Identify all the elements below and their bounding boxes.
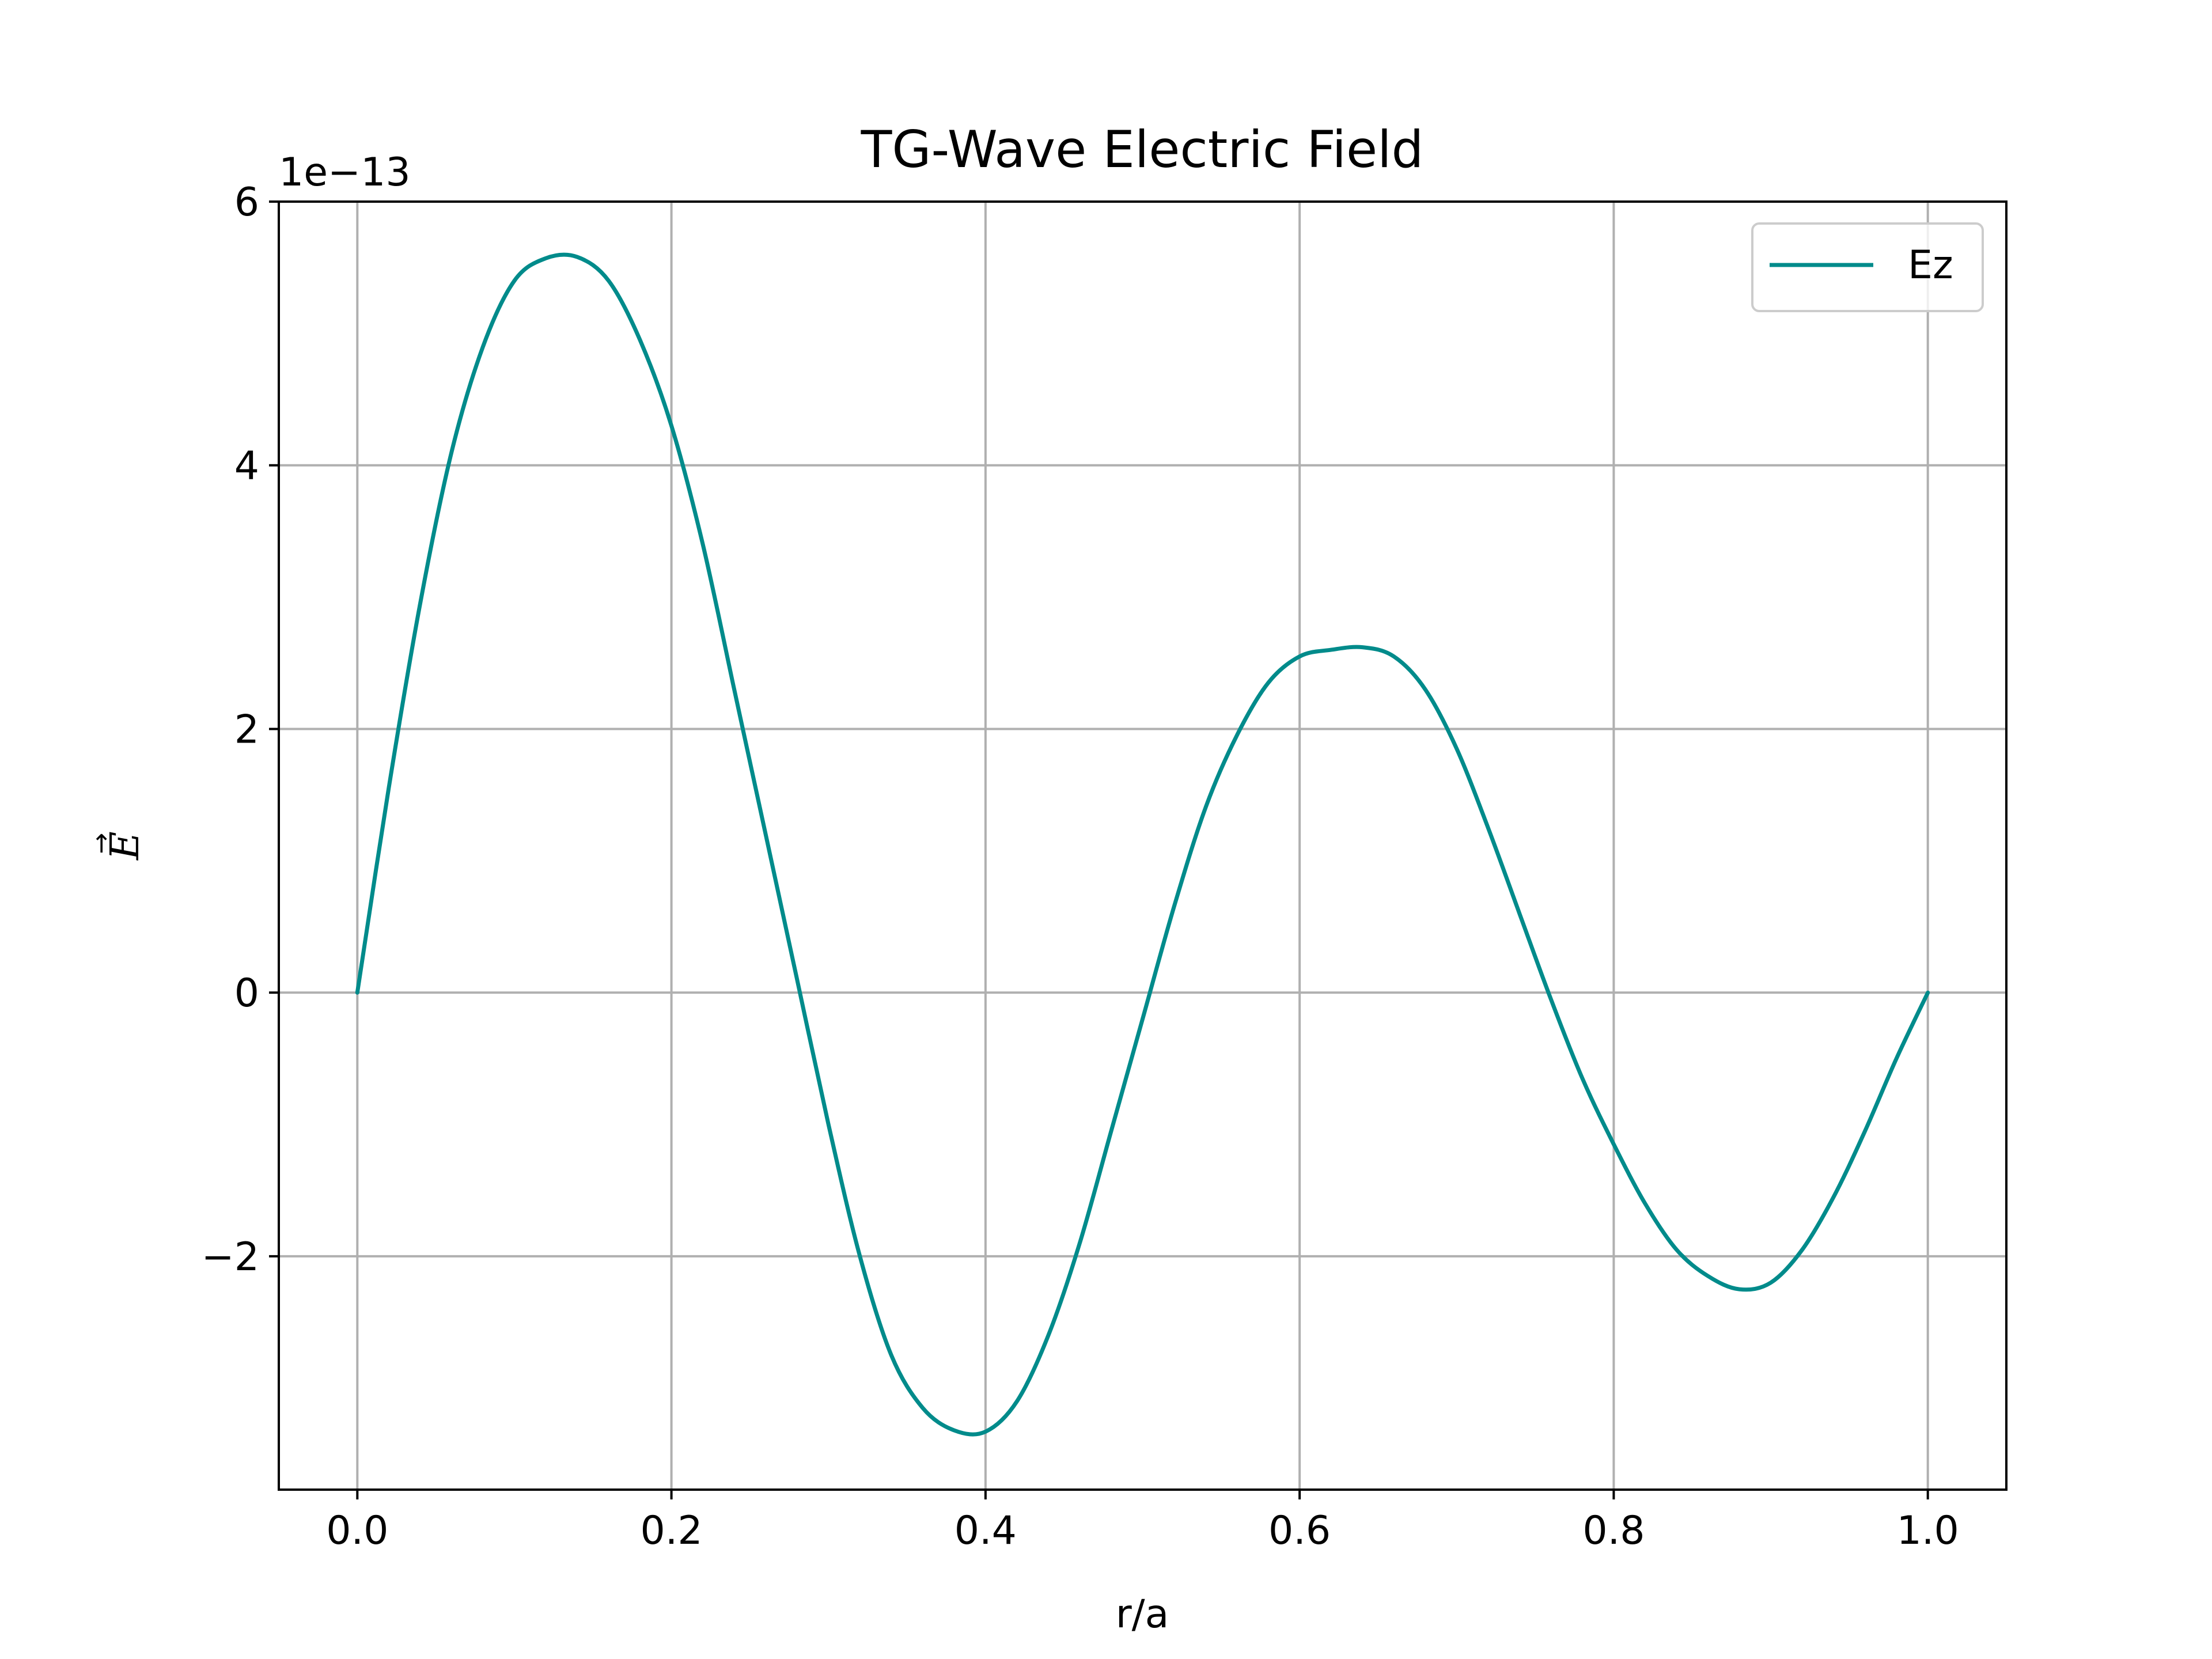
y-axis-label-text: E: [103, 831, 148, 861]
y-axis-ticks: −2 0 2 4 6: [202, 180, 279, 1280]
legend-box: [1751, 222, 1984, 312]
legend: Ez: [1751, 222, 1984, 312]
plot-frame: [278, 200, 2008, 1491]
series-line-ez: [355, 252, 1930, 1437]
y-tick-label: 6: [234, 180, 259, 225]
y-offset-label: 1e−13: [279, 150, 411, 195]
x-axis-label: r/a: [1116, 1592, 1169, 1637]
x-tick-label: 1.0: [1897, 1508, 1959, 1554]
x-tick-label: 0.8: [1582, 1508, 1645, 1554]
chart-title: TG-Wave Electric Field: [861, 120, 1424, 179]
y-tick-label: 0: [234, 971, 259, 1016]
x-tick-label: 0.0: [326, 1508, 388, 1554]
x-tick-label: 0.4: [955, 1508, 1017, 1554]
x-tick-label: 0.6: [1268, 1508, 1331, 1554]
series-layer: [355, 252, 1930, 1437]
legend-label: Ez: [1908, 243, 1953, 288]
x-axis-ticks: 0.0 0.2 0.4 0.6 0.8 1.0: [326, 1490, 1959, 1554]
x-tick-label: 0.2: [641, 1508, 703, 1554]
y-tick-label: 2: [234, 707, 259, 752]
y-axis-label-accent: →: [86, 833, 116, 854]
y-tick-label: −2: [202, 1234, 259, 1280]
y-tick-label: 4: [234, 444, 259, 489]
y-axis-label: E →: [86, 831, 148, 861]
